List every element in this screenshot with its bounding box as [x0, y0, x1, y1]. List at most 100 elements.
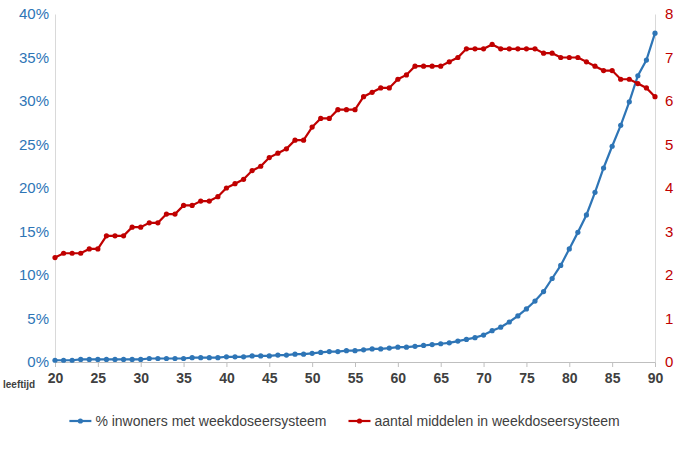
y-tick: 15% — [19, 223, 55, 240]
legend-label: aantal middelen in weekdoseersysteem — [374, 413, 619, 429]
data-point — [172, 356, 177, 361]
data-point — [104, 357, 109, 362]
x-tick-mark — [526, 362, 527, 367]
data-point — [147, 356, 152, 361]
y-tick-label: 5% — [27, 310, 49, 327]
y2-tick: 8 — [655, 5, 673, 22]
y2-tick-label: 7 — [665, 49, 673, 66]
x-tick-label: 70 — [476, 370, 492, 386]
y-tick-label: 0% — [27, 353, 49, 370]
x-tick-label: 65 — [433, 370, 449, 386]
x-tick: 35 — [176, 362, 192, 386]
data-point — [575, 230, 580, 235]
y-tick-label: 25% — [19, 136, 49, 153]
data-point — [601, 68, 606, 73]
data-point — [378, 85, 383, 90]
x-tick-mark — [612, 362, 613, 367]
x-tick-mark — [141, 362, 142, 367]
data-point — [644, 58, 649, 63]
x-tick-label: 50 — [305, 370, 321, 386]
data-point — [550, 276, 555, 281]
data-point — [567, 55, 572, 60]
x-tick-label: 75 — [519, 370, 535, 386]
data-point — [515, 46, 520, 51]
x-tick-label: 45 — [262, 370, 278, 386]
x-tick: 90 — [648, 362, 664, 386]
data-point — [147, 220, 152, 225]
data-point — [130, 225, 135, 230]
data-point — [627, 77, 632, 82]
data-point — [335, 349, 340, 354]
data-point — [507, 319, 512, 324]
x-tick-label: 20 — [48, 370, 64, 386]
y2-tick: 7 — [655, 49, 673, 66]
data-point — [284, 146, 289, 151]
data-point — [507, 46, 512, 51]
y-axis-line — [55, 15, 56, 363]
data-point — [644, 85, 649, 90]
y-tick: 35% — [19, 49, 55, 66]
data-point — [464, 46, 469, 51]
x-tick: 85 — [605, 362, 621, 386]
data-point — [412, 64, 417, 69]
x-tick-mark — [312, 362, 313, 367]
data-point — [481, 46, 486, 51]
x-tick-label: 90 — [648, 370, 664, 386]
y2-tick: 0 — [655, 353, 673, 370]
data-point — [635, 73, 640, 78]
data-point — [635, 81, 640, 86]
data-point — [215, 194, 220, 199]
data-point — [327, 349, 332, 354]
y-tick: 40% — [19, 5, 55, 22]
x-tick-mark — [98, 362, 99, 367]
series — [52, 42, 657, 260]
data-point — [532, 299, 537, 304]
y2-tick: 4 — [655, 179, 673, 196]
data-point — [652, 94, 657, 99]
y2-tick: 5 — [655, 136, 673, 153]
y-tick: 10% — [19, 266, 55, 283]
data-point — [232, 354, 237, 359]
data-point — [558, 55, 563, 60]
data-point — [95, 246, 100, 251]
data-point — [352, 107, 357, 112]
data-point — [592, 64, 597, 69]
data-point — [584, 59, 589, 64]
x-tick-mark — [398, 362, 399, 367]
legend: % inwoners met weekdoseersysteemaantal m… — [69, 413, 619, 429]
y-tick-label: 40% — [19, 5, 49, 22]
data-point — [455, 55, 460, 60]
data-point — [584, 212, 589, 217]
series-line — [55, 33, 655, 360]
data-point — [498, 46, 503, 51]
data-point — [395, 77, 400, 82]
y-tick: 30% — [19, 92, 55, 109]
data-point — [155, 220, 160, 225]
x-tick-mark — [269, 362, 270, 367]
data-point — [481, 332, 486, 337]
data-point — [258, 353, 263, 358]
data-point — [241, 177, 246, 182]
data-point — [498, 325, 503, 330]
data-point — [241, 354, 246, 359]
data-point — [292, 352, 297, 357]
data-point — [181, 203, 186, 208]
data-point — [455, 339, 460, 344]
data-point — [78, 357, 83, 362]
y2-tick-label: 1 — [665, 310, 673, 327]
x-tick: 65 — [433, 362, 449, 386]
data-point — [344, 107, 349, 112]
data-point — [104, 233, 109, 238]
data-point — [447, 340, 452, 345]
data-point — [95, 357, 100, 362]
data-point — [198, 355, 203, 360]
x-axis: 202530354045505560657075808590 — [48, 362, 664, 386]
y2-tick-label: 2 — [665, 266, 673, 283]
data-point — [464, 337, 469, 342]
data-point — [190, 203, 195, 208]
data-point — [370, 346, 375, 351]
data-point — [181, 356, 186, 361]
data-point — [344, 348, 349, 353]
series — [52, 31, 657, 363]
data-point — [575, 55, 580, 60]
